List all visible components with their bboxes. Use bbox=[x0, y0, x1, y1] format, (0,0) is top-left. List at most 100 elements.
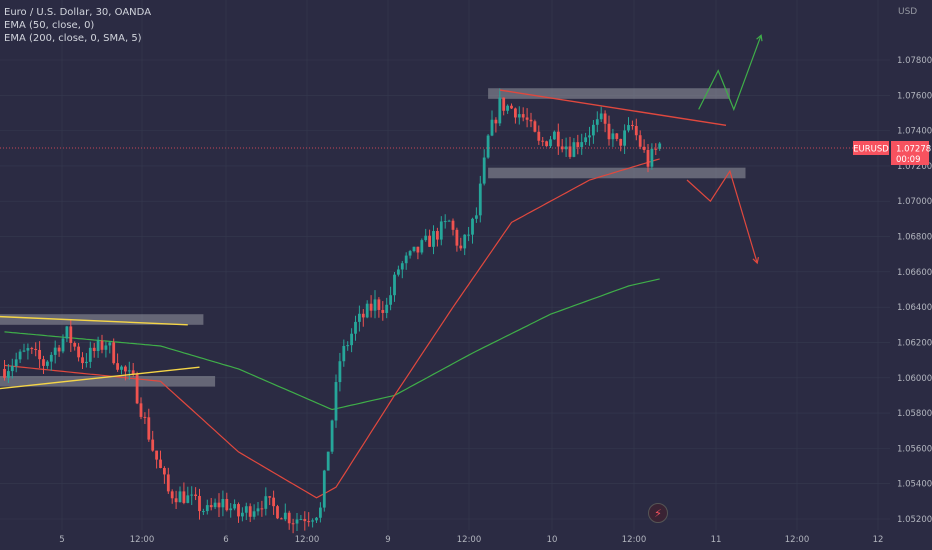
candle-body bbox=[213, 502, 217, 508]
candle-body bbox=[100, 340, 104, 350]
candle-body bbox=[525, 117, 529, 120]
lightning-icon[interactable]: ⚡ bbox=[648, 503, 668, 523]
candle-body bbox=[315, 517, 318, 521]
candle-body bbox=[627, 125, 630, 131]
candle-body bbox=[436, 231, 439, 240]
candle-body bbox=[603, 113, 607, 124]
y-tick-label: 1.06600 bbox=[897, 268, 932, 278]
projection-arrow bbox=[686, 169, 758, 264]
candle-body bbox=[455, 229, 459, 246]
candle-body bbox=[307, 521, 311, 523]
candle-body bbox=[416, 246, 420, 253]
candle-body bbox=[311, 520, 314, 522]
candle-body bbox=[537, 131, 541, 141]
x-tick-label: 12:00 bbox=[130, 535, 155, 545]
candle-body bbox=[471, 218, 474, 235]
legend-ema50: EMA (50, close, 0) bbox=[4, 20, 95, 31]
candle-body bbox=[217, 502, 221, 508]
y-tick-label: 1.05600 bbox=[897, 444, 932, 454]
candles-layer bbox=[3, 88, 662, 534]
candle-body bbox=[241, 512, 244, 517]
candle-body bbox=[46, 361, 49, 366]
candle-body bbox=[225, 499, 229, 511]
candle-body bbox=[467, 234, 470, 236]
candle-body bbox=[116, 363, 119, 370]
candle-body bbox=[642, 146, 646, 150]
candle-body bbox=[514, 108, 517, 118]
candle-body bbox=[576, 142, 580, 147]
sr-zone bbox=[488, 167, 746, 179]
candle-body bbox=[260, 508, 264, 510]
arrow-head bbox=[756, 34, 763, 42]
candle-body bbox=[638, 135, 642, 147]
candle-body bbox=[408, 251, 412, 256]
candle-body bbox=[151, 439, 155, 451]
candle-body bbox=[607, 123, 611, 140]
candle-body bbox=[159, 459, 162, 469]
candle-body bbox=[342, 345, 346, 362]
candle-body bbox=[611, 133, 615, 140]
candle-body bbox=[155, 450, 158, 460]
candle-body bbox=[529, 119, 533, 122]
countdown-label: 00:09 bbox=[896, 155, 921, 165]
y-tick-label: 1.07200 bbox=[897, 162, 932, 172]
x-tick-label: 12:00 bbox=[295, 535, 320, 545]
y-tick-label: 1.05800 bbox=[897, 409, 932, 419]
candle-body bbox=[120, 366, 123, 370]
candle-body bbox=[443, 221, 447, 223]
zones-layer bbox=[0, 88, 746, 387]
candle-body bbox=[248, 506, 252, 517]
candle-body bbox=[545, 141, 548, 147]
candle-body bbox=[369, 303, 373, 311]
candle-body bbox=[38, 349, 41, 360]
candle-body bbox=[124, 366, 127, 372]
trendlines-layer bbox=[0, 89, 727, 390]
price-axis[interactable]: 1.07800 1.07600 1.07400 1.07200 1.07000 1.068… bbox=[897, 56, 932, 525]
candle-body bbox=[428, 235, 431, 247]
candle-body bbox=[139, 403, 143, 417]
candle-body bbox=[506, 105, 509, 111]
candle-body bbox=[502, 97, 506, 111]
x-tick-label: 12:00 bbox=[457, 535, 482, 545]
candle-body bbox=[412, 246, 416, 252]
price-tag bbox=[891, 141, 929, 165]
candle-body bbox=[334, 382, 338, 421]
candle-body bbox=[599, 113, 603, 120]
time-axis[interactable]: 5 12:00 6 12:00 9 12:00 10 12:00 11 12:00 12 bbox=[59, 535, 883, 545]
candle-body bbox=[283, 512, 287, 520]
candle-body bbox=[256, 508, 260, 512]
candle-body bbox=[291, 523, 295, 525]
candle-body bbox=[163, 468, 166, 475]
candle-body bbox=[619, 138, 623, 146]
candle-body bbox=[81, 357, 84, 364]
chart-legend[interactable]: Euro / U.S. Dollar, 30, OANDA EMA (50, c… bbox=[4, 6, 151, 45]
candle-body bbox=[174, 498, 178, 503]
candle-body bbox=[517, 114, 521, 118]
candle-body bbox=[299, 519, 303, 521]
sr-zone bbox=[488, 88, 730, 99]
candle-body bbox=[385, 304, 389, 313]
candle-body bbox=[365, 303, 369, 318]
symbol-tag bbox=[853, 141, 889, 155]
candle-body bbox=[646, 149, 650, 167]
candle-body bbox=[463, 234, 467, 249]
candle-body bbox=[73, 343, 77, 347]
candle-body bbox=[65, 326, 69, 339]
candle-body bbox=[595, 119, 599, 125]
candle-body bbox=[202, 511, 205, 513]
candle-body bbox=[478, 183, 482, 216]
x-tick-label: 10 bbox=[547, 535, 558, 545]
candle-body bbox=[178, 491, 182, 503]
legend-ema200: EMA (200, close, 0, SMA, 5) bbox=[4, 33, 142, 44]
candle-body bbox=[658, 143, 662, 149]
y-tick-label: 1.06800 bbox=[897, 233, 932, 243]
symbol-label: EURUSD bbox=[853, 145, 889, 155]
candle-body bbox=[92, 347, 96, 352]
candle-body bbox=[373, 299, 377, 311]
candle-body bbox=[580, 142, 584, 147]
candle-body bbox=[30, 348, 34, 350]
candle-body bbox=[57, 347, 61, 352]
candle-body bbox=[486, 135, 490, 158]
